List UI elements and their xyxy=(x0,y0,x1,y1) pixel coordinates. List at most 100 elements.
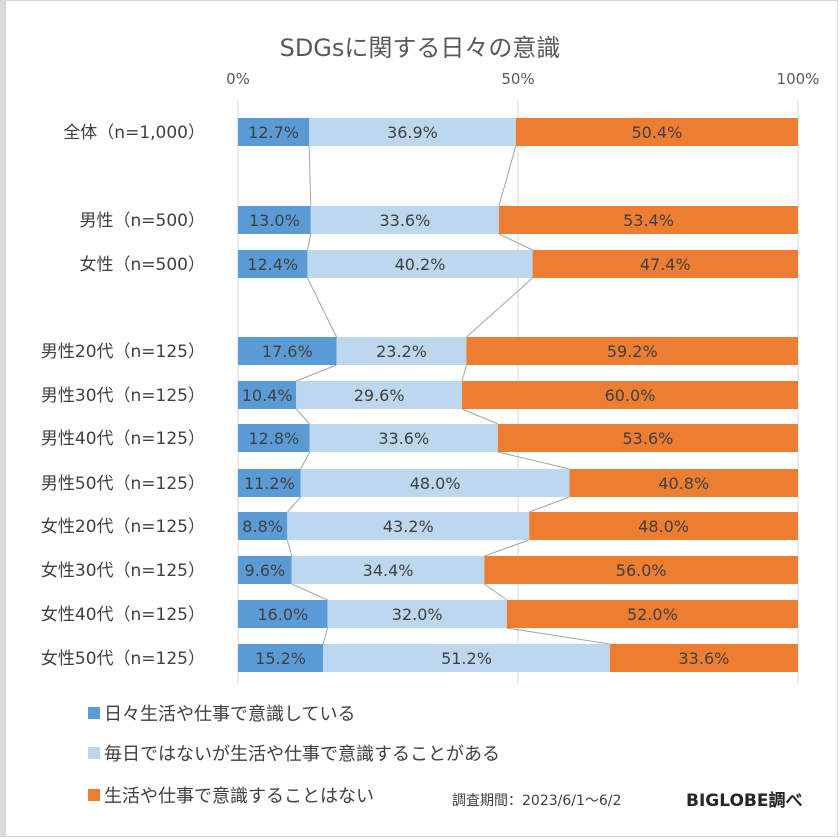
category-label: 男性30代（n=125） xyxy=(41,386,205,406)
data-label: 52.0% xyxy=(627,605,678,624)
series-line xyxy=(461,364,467,382)
series-line xyxy=(295,408,311,425)
bar-segment xyxy=(238,381,297,409)
data-label: 17.6% xyxy=(262,342,313,361)
data-label: 12.7% xyxy=(248,123,299,142)
bar-segment xyxy=(238,469,301,497)
series-line xyxy=(296,364,337,382)
legend-swatch-1 xyxy=(88,747,100,759)
category-label: 男性20代（n=125） xyxy=(41,342,205,362)
data-label: 53.4% xyxy=(623,211,674,230)
series-line xyxy=(291,583,328,601)
bar-segment xyxy=(309,424,498,452)
bar-segment xyxy=(238,424,310,452)
data-label: 48.0% xyxy=(638,517,689,536)
category-label: 男性40代（n=125） xyxy=(41,429,205,449)
bar-segment xyxy=(238,644,324,672)
data-label: 29.6% xyxy=(354,386,405,405)
survey-period: 調査期間：2023/6/1～6/2 xyxy=(452,793,622,809)
legend-label-1: 毎日ではないが生活や仕事で意識することがある xyxy=(104,744,500,765)
data-label: 43.2% xyxy=(383,517,434,536)
legend-swatch-2 xyxy=(88,789,100,801)
series-line xyxy=(286,539,293,557)
data-label: 32.0% xyxy=(392,605,443,624)
category-label: 男性50代（n=125） xyxy=(41,474,205,494)
bar-segment xyxy=(238,250,308,278)
series-line xyxy=(484,539,530,557)
data-label: 10.4% xyxy=(242,386,293,405)
bar-segment xyxy=(291,556,485,584)
data-label: 50.4% xyxy=(631,123,682,142)
data-label: 8.8% xyxy=(242,517,283,536)
data-label: 33.6% xyxy=(679,649,730,668)
legend-item-1: 毎日ではないが生活や仕事で意識することがある xyxy=(88,740,500,766)
legend-label-2: 生活や仕事で意識することはない xyxy=(104,786,374,807)
bar-segment xyxy=(497,424,798,452)
series-line xyxy=(498,233,533,251)
series-line xyxy=(484,583,508,601)
data-label: 40.8% xyxy=(658,474,709,493)
bar-segment xyxy=(609,644,798,672)
data-label: 33.6% xyxy=(379,211,430,230)
bar-segment xyxy=(238,556,292,584)
bar-segment xyxy=(515,118,798,146)
series-line xyxy=(466,277,533,338)
data-label: 34.4% xyxy=(363,561,414,580)
data-label: 16.0% xyxy=(257,605,308,624)
bar-segment xyxy=(323,644,610,672)
bar-segment xyxy=(309,118,516,146)
series-line xyxy=(322,627,329,645)
data-label: 12.8% xyxy=(248,429,299,448)
bar-segment xyxy=(498,206,798,234)
category-label: 女性40代（n=125） xyxy=(41,605,205,625)
bar-segment xyxy=(310,206,499,234)
bar-segment xyxy=(238,206,311,234)
bar-segment xyxy=(296,381,462,409)
series-line xyxy=(300,451,311,470)
bar-segment xyxy=(529,512,798,540)
data-label: 59.2% xyxy=(607,342,658,361)
category-label: 女性50代（n=125） xyxy=(41,649,205,669)
bar-segment xyxy=(307,250,533,278)
series-line xyxy=(306,277,338,338)
bar-segment xyxy=(238,337,337,365)
x-tick-label: 0% xyxy=(226,70,250,88)
series-line xyxy=(306,233,312,251)
category-label: 男性（n=500） xyxy=(80,211,205,231)
bar-segment xyxy=(336,337,467,365)
data-label: 56.0% xyxy=(616,561,667,580)
data-label: 23.2% xyxy=(376,342,427,361)
chart-title: SDGsに関する日々の意識 xyxy=(279,34,561,62)
series-line xyxy=(308,145,312,207)
data-label: 13.0% xyxy=(249,211,300,230)
bar-segment xyxy=(462,381,798,409)
series-line xyxy=(506,627,610,645)
source-credit: BIGLOBE調べ xyxy=(686,791,803,811)
category-label: 女性（n=500） xyxy=(80,255,205,275)
data-label: 36.9% xyxy=(387,123,438,142)
series-line xyxy=(498,145,517,207)
series-line xyxy=(461,408,499,425)
legend-item-0: 日々生活や仕事で意識している xyxy=(88,700,355,726)
bar-segment xyxy=(287,512,530,540)
bar-segment xyxy=(569,469,798,497)
series-line xyxy=(286,496,302,513)
data-label: 12.4% xyxy=(247,255,298,274)
data-label: 11.2% xyxy=(244,474,295,493)
bar-segment xyxy=(238,118,310,146)
category-label: 女性20代（n=125） xyxy=(41,517,205,537)
bar-segment xyxy=(466,337,798,365)
legend-label-0: 日々生活や仕事で意識している xyxy=(104,704,356,725)
bar-segment xyxy=(327,600,507,628)
data-label: 60.0% xyxy=(605,386,656,405)
x-tick-label: 50% xyxy=(501,70,534,88)
bar-segment xyxy=(484,556,798,584)
bar-segment xyxy=(506,600,798,628)
data-label: 33.6% xyxy=(378,429,429,448)
bar-segment xyxy=(300,469,570,497)
data-label: 53.6% xyxy=(623,429,674,448)
legend-item-2: 生活や仕事で意識することはない xyxy=(88,782,374,808)
series-line xyxy=(529,496,570,513)
